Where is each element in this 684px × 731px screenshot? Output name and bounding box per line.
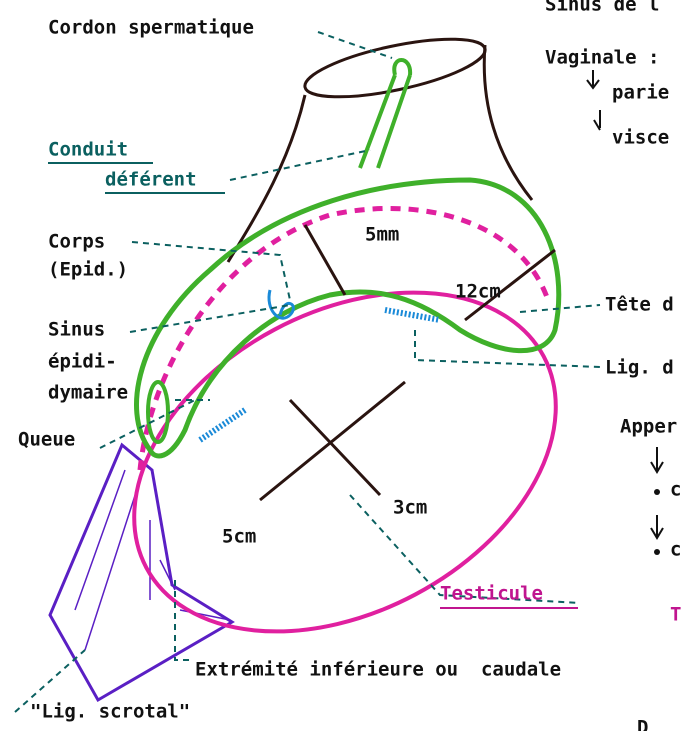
- label: c: [670, 479, 681, 501]
- bullet: [654, 549, 660, 555]
- label: Lig. d: [605, 357, 674, 379]
- label: Vaginale :: [545, 47, 659, 69]
- testis: [76, 224, 614, 700]
- label: Extrémité inférieure ou caudale: [195, 659, 561, 681]
- measure-label: 12cm: [455, 281, 501, 303]
- label: "Lig. scrotal": [30, 701, 190, 723]
- label: Queue: [18, 429, 75, 451]
- ligament-fibres: [75, 470, 230, 650]
- label: épidi-: [48, 351, 117, 373]
- label: T: [670, 604, 681, 626]
- label: dymaire: [48, 382, 128, 404]
- attachments: [200, 310, 440, 440]
- label: Tête d: [605, 294, 674, 316]
- measure-lines: [260, 225, 555, 500]
- diagram: Cordon spermatique Conduit déférent Corp…: [0, 0, 684, 731]
- label: Corps: [48, 231, 105, 253]
- label: Conduit: [48, 139, 128, 161]
- label: c: [670, 539, 681, 561]
- label: D: [637, 717, 648, 731]
- label: Cordon spermatique: [48, 17, 254, 39]
- label: Testicule: [440, 583, 543, 605]
- label: parie: [612, 82, 669, 104]
- label: Sinus: [48, 319, 105, 341]
- measure-label: 3cm: [393, 497, 427, 519]
- measure-label: 5cm: [222, 526, 256, 548]
- bullet: [654, 489, 660, 495]
- label: déférent: [105, 169, 197, 191]
- label: Apper: [620, 416, 677, 438]
- label: (Epid.): [48, 259, 128, 281]
- vas-deferens: [360, 60, 410, 168]
- label: Sinus de l: [545, 0, 659, 16]
- measure-label: 5mm: [365, 224, 399, 246]
- label: visce: [612, 127, 669, 149]
